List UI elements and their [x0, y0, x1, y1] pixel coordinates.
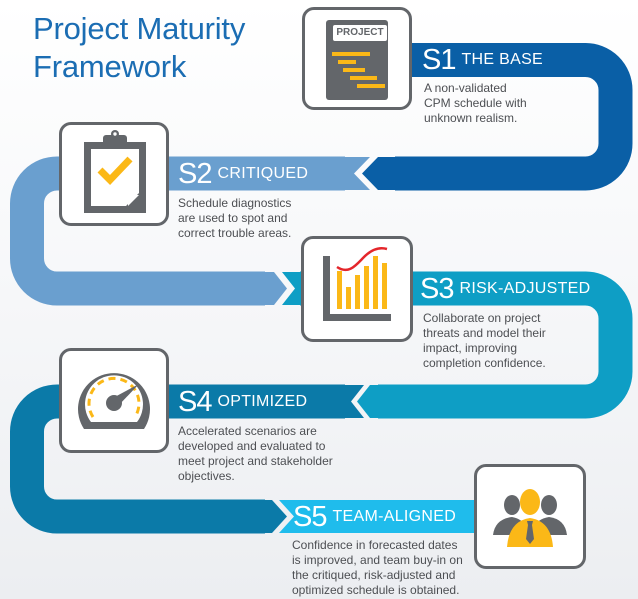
- project-label: PROJECT: [333, 25, 387, 41]
- stage-4-heading: S4 OPTIMIZED: [178, 385, 307, 419]
- desc-line: Accelerated scenarios are: [178, 424, 317, 438]
- stage-4-band: [9, 384, 364, 534]
- stage-3-icon-box: [301, 236, 413, 342]
- stage-3-label: RISK-ADJUSTED: [459, 280, 591, 297]
- stage-1-number: S1: [422, 44, 456, 76]
- desc-line: meet project and stakeholder: [178, 454, 333, 468]
- desc-line: Schedule diagnostics: [178, 196, 292, 210]
- desc-line: A non-validated: [424, 81, 507, 95]
- stage-5-band: [279, 500, 480, 533]
- stage-3-band: [282, 271, 633, 419]
- stage-2-heading: S2 CRITIQUED: [178, 157, 308, 191]
- desc-line: correct trouble areas.: [178, 226, 292, 240]
- speedometer-icon: [78, 373, 150, 429]
- stage-1-label: THE BASE: [461, 51, 544, 68]
- stage-1-description: A non-validated CPM schedule with unknow…: [424, 81, 527, 126]
- stage-3-heading: S3 RISK-ADJUSTED: [420, 272, 591, 306]
- stage-4-number: S4: [178, 386, 212, 418]
- stage-4-icon-box: [59, 348, 169, 453]
- title-line-2: Framework: [33, 49, 187, 84]
- stage-2-icon-box: [59, 122, 169, 226]
- desc-line: are used to spot and: [178, 211, 288, 225]
- desc-line: unknown realism.: [424, 111, 518, 125]
- stage-5-icon-box: [474, 464, 586, 569]
- stage-5-label: TEAM-ALIGNED: [332, 508, 457, 525]
- stage-5-description: Confidence in forecasted dates is improv…: [292, 538, 463, 598]
- desc-line: developed and evaluated to: [178, 439, 326, 453]
- title-line-1: Project Maturity: [33, 11, 246, 46]
- desc-line: is improved, and team buy-in on: [292, 553, 463, 567]
- stage-2-number: S2: [178, 158, 212, 190]
- stage-1-band: [362, 43, 633, 191]
- bar-chart-curve-icon: [323, 247, 391, 321]
- stage-5-heading: S5 TEAM-ALIGNED: [293, 500, 456, 534]
- stage-1-icon-box: PROJECT: [302, 7, 412, 110]
- desc-line: objectives.: [178, 469, 235, 483]
- desc-line: impact, improving: [423, 341, 518, 355]
- stage-2-description: Schedule diagnostics are used to spot an…: [178, 196, 291, 241]
- desc-line: threats and model their: [423, 326, 546, 340]
- desc-line: CPM schedule with: [424, 96, 527, 110]
- desc-line: optimized schedule is obtained.: [292, 583, 460, 597]
- stage-3-description: Collaborate on project threats and model…: [423, 311, 546, 371]
- stage-4-label: OPTIMIZED: [217, 393, 308, 410]
- clipboard-check-icon: [84, 130, 146, 213]
- team-people-icon: [493, 489, 567, 547]
- stage-3-number: S3: [420, 273, 454, 305]
- desc-line: completion confidence.: [423, 356, 546, 370]
- stage-2-band: [9, 156, 370, 306]
- stage-2-label: CRITIQUED: [217, 165, 309, 182]
- stage-4-description: Accelerated scenarios are developed and …: [178, 424, 333, 484]
- stage-5-number: S5: [293, 501, 327, 533]
- stage-1-heading: S1 THE BASE: [422, 43, 543, 77]
- desc-line: the critiqued, risk-adjusted and: [292, 568, 456, 582]
- page-title: Project Maturity Framework: [33, 10, 245, 86]
- desc-line: Collaborate on project: [423, 311, 541, 325]
- desc-line: Confidence in forecasted dates: [292, 538, 458, 552]
